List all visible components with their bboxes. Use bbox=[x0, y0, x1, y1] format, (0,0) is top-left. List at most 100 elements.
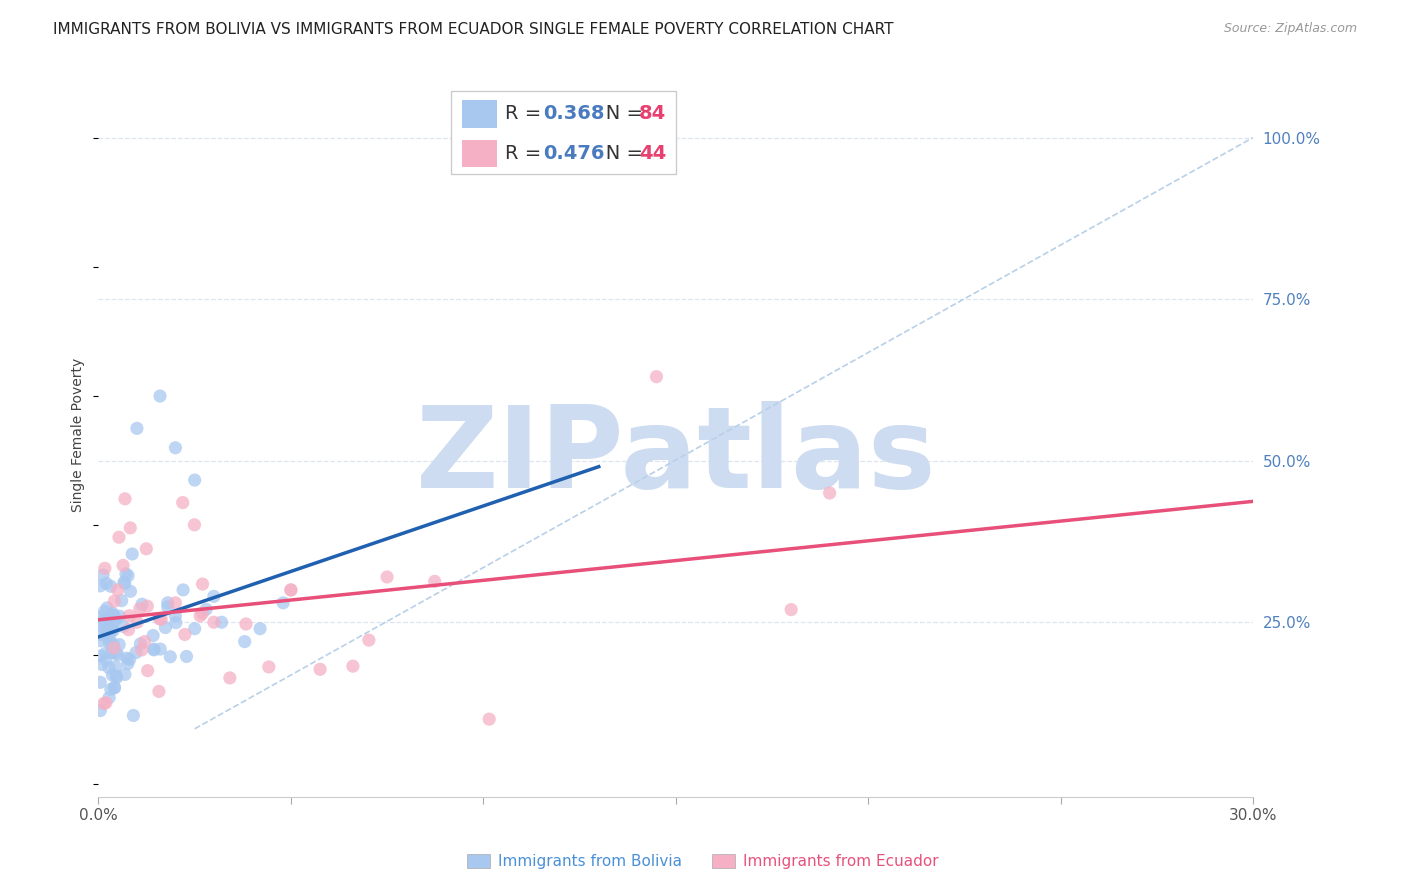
Point bbox=[257, 660, 280, 674]
Point bbox=[645, 369, 668, 384]
Point bbox=[125, 421, 148, 435]
Point bbox=[115, 651, 138, 665]
Point bbox=[780, 602, 803, 616]
Point bbox=[112, 558, 135, 573]
Point bbox=[165, 596, 187, 610]
Point bbox=[142, 643, 165, 657]
Point bbox=[89, 579, 111, 593]
Point bbox=[211, 615, 233, 630]
Point bbox=[114, 667, 136, 681]
Point bbox=[191, 577, 214, 591]
Point bbox=[134, 634, 156, 648]
Point bbox=[148, 612, 170, 626]
Point bbox=[135, 541, 157, 556]
Point bbox=[202, 590, 225, 604]
Point bbox=[127, 615, 149, 630]
Point bbox=[195, 602, 218, 616]
Point bbox=[120, 584, 142, 599]
Point bbox=[142, 628, 165, 642]
Point bbox=[93, 613, 115, 627]
Text: 0.368: 0.368 bbox=[543, 104, 605, 123]
Point bbox=[105, 670, 128, 684]
Point bbox=[104, 659, 127, 673]
Point bbox=[104, 646, 127, 660]
Point bbox=[176, 649, 198, 664]
Point bbox=[94, 653, 117, 667]
Point bbox=[191, 606, 214, 620]
Point bbox=[114, 491, 136, 506]
Point bbox=[309, 662, 332, 676]
Point bbox=[94, 696, 117, 710]
FancyBboxPatch shape bbox=[450, 91, 676, 174]
Point bbox=[202, 615, 225, 630]
Point bbox=[103, 608, 125, 623]
Point bbox=[101, 615, 124, 630]
Point bbox=[125, 646, 148, 660]
Point bbox=[96, 601, 118, 615]
Point bbox=[114, 576, 136, 591]
Point bbox=[142, 642, 165, 657]
Point bbox=[172, 582, 194, 597]
Point bbox=[117, 568, 139, 582]
Point bbox=[155, 621, 177, 635]
Point bbox=[129, 637, 152, 651]
Point bbox=[342, 659, 364, 673]
Point bbox=[183, 517, 205, 532]
Point bbox=[173, 627, 195, 641]
Point bbox=[107, 582, 129, 597]
Point bbox=[122, 708, 145, 723]
Text: 0.476: 0.476 bbox=[543, 144, 605, 163]
Point bbox=[94, 561, 117, 575]
Text: IMMIGRANTS FROM BOLIVIA VS IMMIGRANTS FROM ECUADOR SINGLE FEMALE POVERTY CORRELA: IMMIGRANTS FROM BOLIVIA VS IMMIGRANTS FR… bbox=[53, 22, 894, 37]
Point bbox=[104, 613, 127, 627]
Point bbox=[89, 627, 111, 641]
Point bbox=[156, 599, 179, 614]
Point bbox=[120, 521, 142, 535]
Text: R =: R = bbox=[505, 144, 547, 163]
Point bbox=[89, 610, 111, 624]
Point bbox=[103, 640, 125, 655]
Point bbox=[131, 597, 153, 611]
Point bbox=[98, 631, 121, 645]
Text: N =: N = bbox=[586, 144, 650, 163]
Point bbox=[103, 638, 125, 652]
Point bbox=[375, 570, 398, 584]
Text: R =: R = bbox=[505, 104, 547, 123]
Point bbox=[96, 576, 118, 591]
Point bbox=[115, 566, 138, 581]
Point bbox=[233, 634, 256, 648]
Text: ZIPatlas: ZIPatlas bbox=[415, 401, 936, 512]
Text: Source: ZipAtlas.com: Source: ZipAtlas.com bbox=[1223, 22, 1357, 36]
Point bbox=[188, 608, 211, 623]
Point bbox=[98, 635, 121, 649]
Point bbox=[91, 568, 114, 582]
Text: 84: 84 bbox=[638, 104, 666, 123]
Point bbox=[117, 623, 139, 637]
Point bbox=[183, 473, 205, 487]
Point bbox=[90, 657, 112, 672]
Y-axis label: Single Female Poverty: Single Female Poverty bbox=[72, 358, 86, 512]
Point bbox=[249, 622, 271, 636]
Point bbox=[97, 620, 120, 634]
Point bbox=[100, 579, 122, 593]
Point bbox=[136, 664, 159, 678]
Point bbox=[101, 606, 124, 620]
Point bbox=[159, 649, 181, 664]
Point bbox=[93, 622, 115, 636]
Point bbox=[218, 671, 240, 685]
Point bbox=[108, 530, 131, 544]
Point bbox=[101, 668, 124, 682]
Point bbox=[93, 697, 115, 711]
Text: 44: 44 bbox=[638, 144, 666, 163]
Point bbox=[165, 608, 187, 623]
Point bbox=[149, 642, 172, 657]
Point bbox=[100, 682, 122, 697]
Point bbox=[108, 609, 131, 624]
Point bbox=[235, 617, 257, 632]
Point bbox=[818, 486, 841, 500]
Point bbox=[148, 684, 170, 698]
Point bbox=[128, 602, 150, 616]
Point bbox=[90, 633, 112, 648]
Point bbox=[105, 669, 128, 683]
Point bbox=[357, 633, 380, 648]
